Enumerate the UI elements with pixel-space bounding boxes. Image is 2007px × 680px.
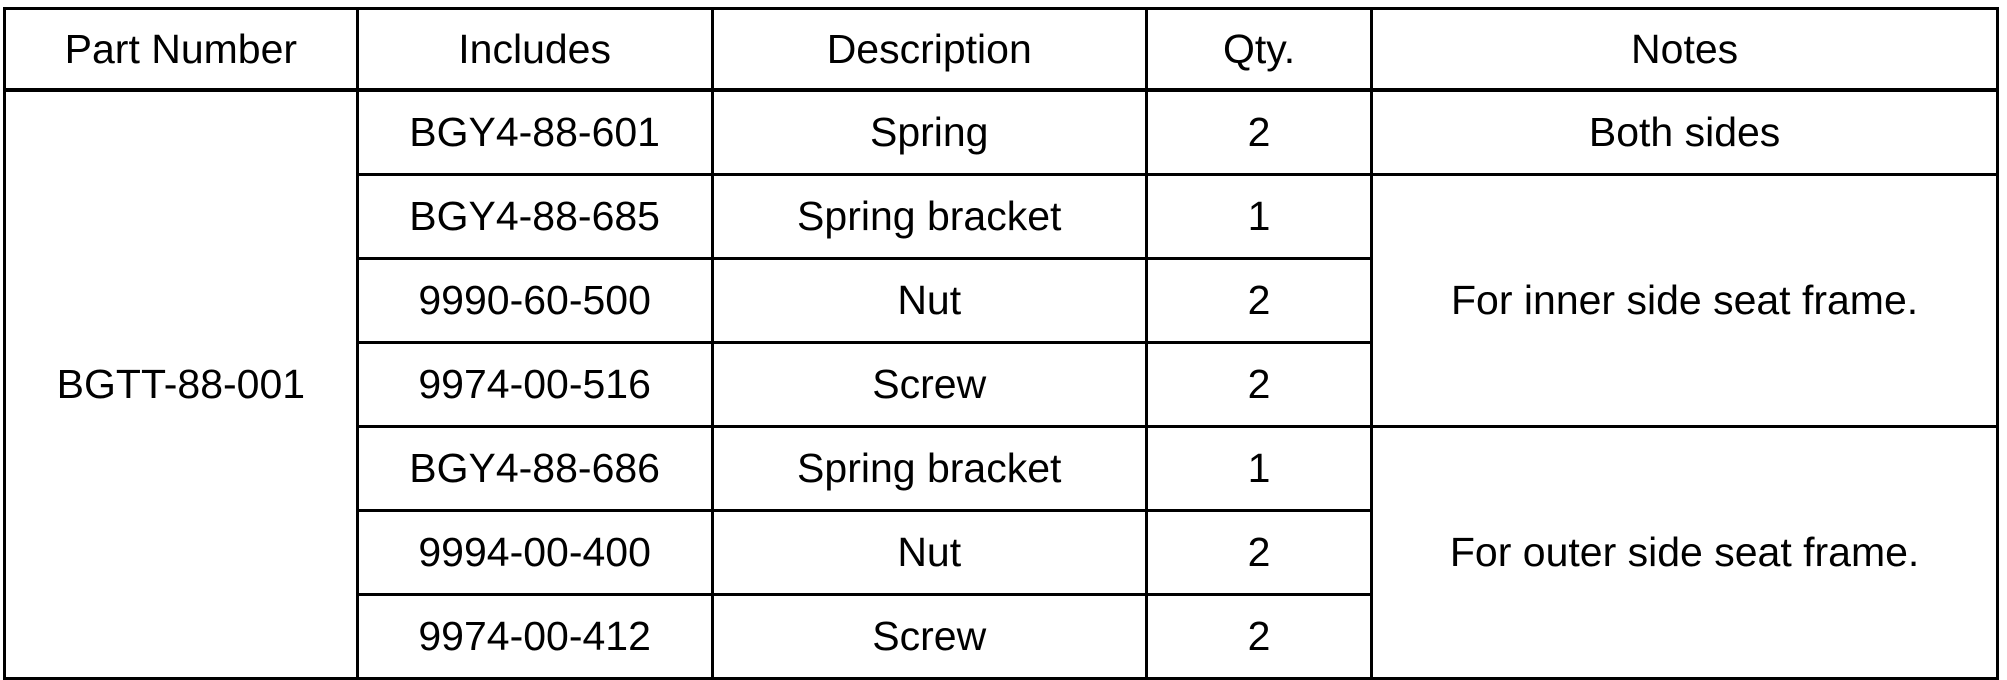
table-row: 9974-00-412 Screw 2 <box>5 592 1998 680</box>
header-row: Part Number Includes Description Qty. No… <box>3 7 1999 92</box>
header-qty: Qty. <box>1144 7 1374 92</box>
cell-qty: 2 <box>1144 340 1374 428</box>
cell-description: Screw <box>710 592 1148 680</box>
cell-description: Spring bracket <box>710 424 1148 512</box>
table-row: 9990-60-500 Nut 2 <box>5 256 1998 344</box>
cell-description: Nut <box>710 256 1148 344</box>
cell-includes: 9994-00-400 <box>355 508 714 596</box>
cell-includes: 9990-60-500 <box>355 256 714 344</box>
cell-qty: 2 <box>1144 88 1374 176</box>
cell-description: Nut <box>710 508 1148 596</box>
cell-qty: 1 <box>1144 172 1374 260</box>
cell-includes: 9974-00-412 <box>355 592 714 680</box>
cell-notes: Both sides <box>1370 88 1999 176</box>
cell-includes: BGY4-88-601 <box>355 88 714 176</box>
cell-qty: 2 <box>1144 256 1374 344</box>
cell-qty: 2 <box>1144 508 1374 596</box>
cell-qty: 1 <box>1144 424 1374 512</box>
header-description: Description <box>710 7 1148 92</box>
cell-notes: For outer side seat frame. <box>1370 424 1999 680</box>
cell-part-number: BGTT-88-001 <box>3 88 359 680</box>
cell-description: Screw <box>710 340 1148 428</box>
cell-qty: 2 <box>1144 592 1374 680</box>
header-includes: Includes <box>355 7 714 92</box>
table-row: 9974-00-516 Screw 2 <box>5 340 1998 428</box>
cell-includes: BGY4-88-686 <box>355 424 714 512</box>
header-part-number: Part Number <box>3 7 359 92</box>
cell-description: Spring <box>710 88 1148 176</box>
cell-notes: For inner side seat frame. <box>1370 172 1999 428</box>
table-row: BGY4-88-685 Spring bracket 1 For inner s… <box>5 172 1999 428</box>
cell-includes: BGY4-88-685 <box>355 172 714 260</box>
table-row: BGTT-88-001 BGY4-88-601 Spring 2 Both si… <box>3 88 1999 680</box>
cell-description: Spring bracket <box>710 172 1148 260</box>
parts-table: Part Number Includes Description Qty. No… <box>3 7 1999 680</box>
cell-includes: 9974-00-516 <box>355 340 714 428</box>
table-row: BGY4-88-686 Spring bracket 1 For outer s… <box>5 424 1999 680</box>
table-row: 9994-00-400 Nut 2 <box>5 508 1998 596</box>
header-notes: Notes <box>1370 7 1999 92</box>
